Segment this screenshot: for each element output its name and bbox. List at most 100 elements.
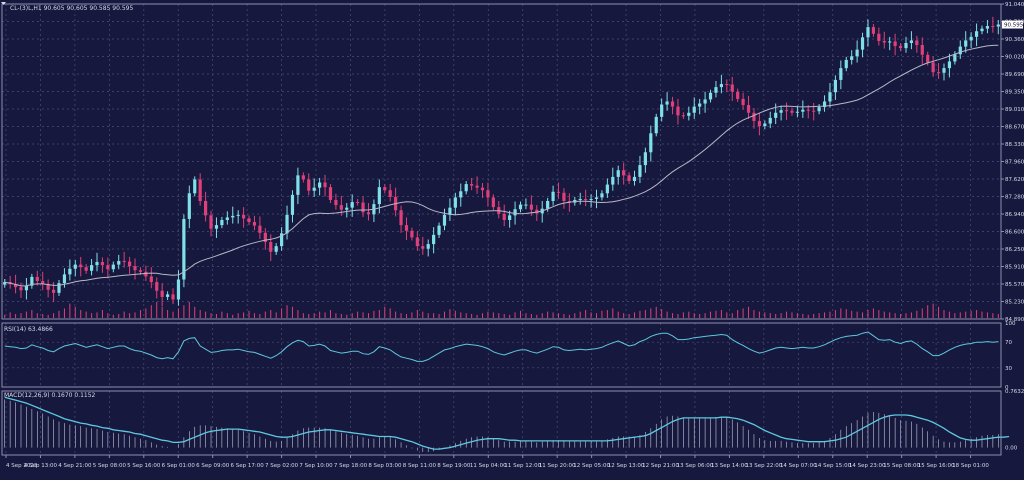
candle-body[interactable]	[182, 218, 186, 280]
candle-body[interactable]	[252, 222, 257, 226]
candle[interactable]	[622, 162, 626, 185]
candle[interactable]	[518, 201, 523, 213]
candle-body[interactable]	[383, 187, 387, 191]
candle[interactable]	[556, 182, 561, 199]
candle[interactable]	[698, 98, 702, 115]
candle-body[interactable]	[850, 56, 854, 60]
candle[interactable]	[214, 217, 219, 238]
candle-body[interactable]	[958, 46, 962, 55]
candle-body[interactable]	[415, 237, 419, 247]
candle-body[interactable]	[551, 191, 555, 202]
candle-body[interactable]	[89, 265, 94, 271]
candle[interactable]	[964, 31, 968, 53]
candle[interactable]	[182, 214, 186, 288]
candle[interactable]	[301, 172, 305, 183]
candle-body[interactable]	[741, 98, 745, 106]
candle-body[interactable]	[269, 242, 273, 252]
candle-body[interactable]	[991, 26, 995, 28]
candle-body[interactable]	[377, 187, 381, 205]
candle-body[interactable]	[160, 290, 164, 297]
candle[interactable]	[111, 261, 115, 273]
candle-body[interactable]	[475, 185, 479, 188]
candle[interactable]	[84, 264, 88, 274]
candle[interactable]	[122, 251, 126, 268]
candle-body[interactable]	[817, 107, 821, 112]
candle-body[interactable]	[866, 27, 870, 38]
candle[interactable]	[741, 92, 745, 110]
candle[interactable]	[839, 60, 843, 90]
candle-body[interactable]	[660, 104, 664, 117]
candle-body[interactable]	[535, 209, 539, 214]
candle[interactable]	[453, 192, 457, 216]
candle[interactable]	[909, 31, 914, 50]
candle[interactable]	[486, 182, 490, 207]
candle[interactable]	[600, 190, 604, 201]
candle-body[interactable]	[774, 112, 778, 118]
candle[interactable]	[844, 56, 848, 72]
candle[interactable]	[470, 177, 474, 191]
candle-body[interactable]	[3, 282, 7, 285]
candle-body[interactable]	[953, 54, 957, 62]
candle-body[interactable]	[855, 49, 859, 57]
candle-body[interactable]	[410, 230, 414, 238]
candle[interactable]	[746, 95, 751, 119]
candle[interactable]	[638, 155, 642, 184]
candle-body[interactable]	[236, 214, 240, 216]
candle-body[interactable]	[209, 215, 213, 229]
candle[interactable]	[117, 254, 121, 270]
candle-body[interactable]	[345, 207, 349, 210]
candle[interactable]	[660, 98, 664, 122]
candle[interactable]	[502, 204, 506, 227]
candle[interactable]	[687, 106, 691, 121]
candle-body[interactable]	[632, 176, 637, 181]
candle-body[interactable]	[812, 110, 816, 112]
candle-body[interactable]	[149, 276, 153, 283]
candle-body[interactable]	[155, 282, 159, 291]
candle[interactable]	[915, 35, 919, 53]
candle[interactable]	[442, 208, 447, 231]
candle-body[interactable]	[502, 213, 506, 220]
candle[interactable]	[904, 36, 908, 53]
candle[interactable]	[822, 95, 827, 112]
candle-body[interactable]	[719, 84, 723, 88]
candle-body[interactable]	[404, 225, 409, 231]
candle-body[interactable]	[649, 133, 653, 153]
candle-body[interactable]	[399, 210, 403, 226]
candle-body[interactable]	[708, 92, 713, 100]
candle[interactable]	[784, 102, 789, 120]
candle[interactable]	[187, 185, 191, 229]
candle-body[interactable]	[312, 187, 316, 191]
candle-body[interactable]	[757, 120, 761, 127]
candle[interactable]	[817, 104, 821, 115]
candle[interactable]	[898, 42, 903, 52]
candle[interactable]	[692, 97, 696, 119]
candle[interactable]	[404, 217, 409, 240]
candle[interactable]	[969, 32, 973, 49]
candle[interactable]	[801, 100, 805, 118]
candle[interactable]	[985, 19, 990, 34]
candle[interactable]	[269, 234, 273, 262]
candlestick-series[interactable]	[3, 16, 1000, 307]
candle[interactable]	[996, 19, 1000, 35]
candle-body[interactable]	[366, 212, 371, 215]
candle[interactable]	[475, 176, 479, 194]
candle-body[interactable]	[584, 198, 588, 200]
candle-body[interactable]	[616, 170, 620, 177]
candle[interactable]	[328, 184, 333, 204]
candle-body[interactable]	[448, 207, 452, 215]
candle[interactable]	[421, 236, 425, 255]
candle[interactable]	[242, 207, 246, 228]
candle-body[interactable]	[768, 117, 772, 124]
candle-body[interactable]	[421, 246, 425, 249]
candle[interactable]	[752, 108, 756, 129]
candle[interactable]	[958, 40, 962, 59]
candle[interactable]	[24, 277, 29, 300]
candle[interactable]	[95, 252, 99, 272]
candle-body[interactable]	[833, 79, 838, 93]
candle[interactable]	[812, 103, 816, 121]
candle-body[interactable]	[996, 24, 1000, 27]
candle[interactable]	[594, 189, 599, 209]
candle-body[interactable]	[301, 175, 305, 180]
candle-body[interactable]	[274, 246, 278, 252]
candle-body[interactable]	[350, 202, 354, 208]
